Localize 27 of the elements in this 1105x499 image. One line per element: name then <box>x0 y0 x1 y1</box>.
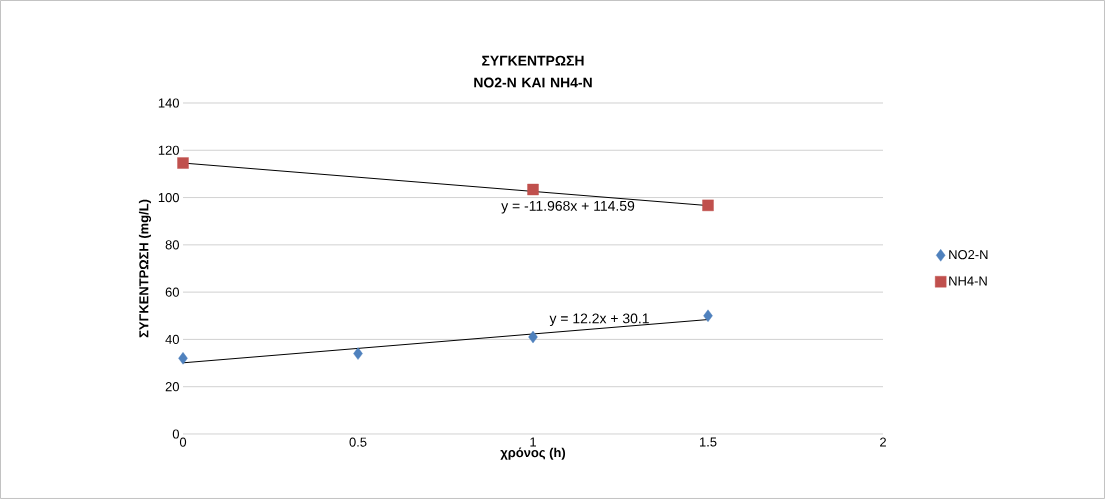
y-tick-label: 140 <box>158 98 179 108</box>
y-tick-label: 100 <box>158 192 179 203</box>
x-tick-label: 1 <box>530 437 536 447</box>
point <box>703 309 713 322</box>
point <box>527 183 539 196</box>
legend-label: NO2-N <box>949 250 988 260</box>
y-tick-label: 40 <box>165 334 179 344</box>
x-tick-label: 0.5 <box>349 437 367 447</box>
annotation: y = -11.968x + 114.59 <box>501 200 635 214</box>
y-tick-label: 20 <box>165 382 179 392</box>
y-tick-label: 60 <box>165 287 179 297</box>
y-tick-label: 0 <box>172 429 179 439</box>
x-tick-label: 1.5 <box>699 437 717 447</box>
x-tick-label: 2 <box>880 437 886 447</box>
point <box>702 199 714 212</box>
annotation: y = 12.2x + 30.1 <box>549 313 649 327</box>
y-axis-title: ΣΥΓΚΕΝΤΡΩΣΗ (mg/L) <box>138 199 152 338</box>
y-tick-label: 80 <box>165 240 179 250</box>
point <box>528 330 538 344</box>
x-axis-title: χρόνος (h) <box>500 447 566 460</box>
chart-title: ΣΥΓΚΕΝΤΡΩΣΗ NO2-N ΚΑΙ NH4-N <box>474 55 592 88</box>
x-tick-label: 0 <box>179 437 187 447</box>
point <box>178 352 188 365</box>
y-tick-label: 120 <box>158 145 179 155</box>
point <box>353 347 363 360</box>
legend-label: NH4-N <box>949 276 987 286</box>
point <box>177 157 189 169</box>
